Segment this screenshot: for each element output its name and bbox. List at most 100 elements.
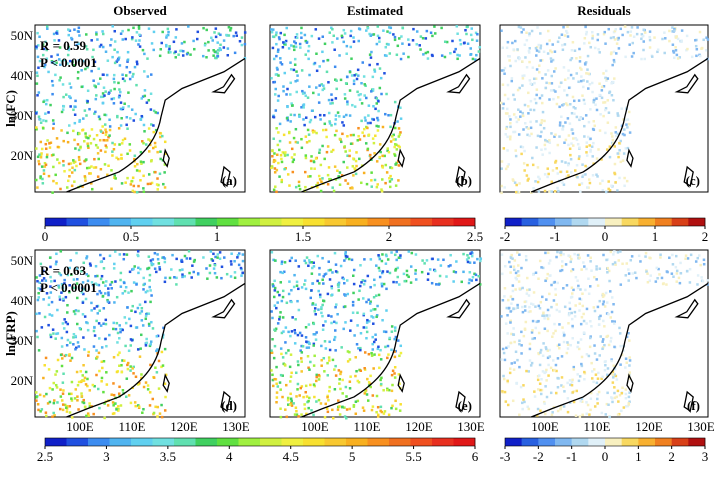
- map-pixel: [196, 272, 200, 275]
- map-pixel: [601, 179, 604, 183]
- map-pixel: [396, 266, 400, 270]
- map-pixel: [164, 395, 167, 399]
- map-pixel: [83, 376, 87, 380]
- map-pixel: [614, 263, 617, 266]
- map-pixel: [572, 105, 576, 109]
- map-pixel: [505, 107, 509, 111]
- map-pixel: [478, 283, 482, 286]
- map-pixel: [338, 171, 342, 174]
- map-pixel: [79, 145, 82, 149]
- map-pixel: [160, 41, 163, 45]
- map-pixel: [643, 31, 647, 34]
- map-pixel: [581, 163, 584, 166]
- map-pixel: [180, 258, 183, 262]
- map-pixel: [400, 35, 403, 38]
- map-pixel: [288, 141, 292, 144]
- map-pixel: [397, 164, 401, 167]
- map-pixel: [609, 316, 612, 319]
- map-pixel: [541, 295, 544, 299]
- map-pixel: [319, 402, 323, 405]
- map-pixel: [550, 305, 553, 309]
- map-pixel: [629, 30, 633, 33]
- map-pixel: [272, 158, 276, 162]
- map-pixel: [632, 51, 635, 55]
- map-pixel: [82, 261, 85, 265]
- map-pixel: [309, 296, 312, 300]
- panel-label: (d): [221, 398, 237, 413]
- map-pixel: [379, 382, 383, 386]
- map-pixel: [155, 349, 158, 353]
- map-pixel: [588, 181, 592, 185]
- map-pixel: [586, 254, 590, 257]
- map-pixel: [101, 30, 104, 33]
- panel-label: (b): [456, 173, 472, 188]
- map-pixel: [392, 33, 395, 36]
- map-pixel: [373, 178, 377, 182]
- map-pixel: [277, 131, 280, 134]
- map-pixel: [597, 148, 600, 151]
- map-pixel: [225, 33, 228, 37]
- map-pixel: [66, 53, 70, 57]
- map-pixel: [509, 265, 512, 269]
- map-pixel: [534, 77, 538, 80]
- map-pixel: [605, 69, 608, 73]
- map-pixel: [300, 385, 304, 388]
- map-pixel: [54, 337, 57, 340]
- map-pixel: [354, 168, 357, 172]
- colorbar-segment: [555, 218, 572, 226]
- map-pixel: [628, 371, 632, 374]
- map-pixel: [591, 90, 594, 94]
- map-pixel: [550, 413, 554, 417]
- map-pixel: [100, 376, 104, 380]
- map-pixel: [525, 38, 529, 42]
- map-pixel: [56, 358, 60, 362]
- map-pixel: [72, 332, 76, 336]
- map-pixel: [52, 411, 55, 415]
- colorbar-segment: [303, 438, 325, 446]
- map-pixel: [83, 315, 87, 318]
- map-pixel: [587, 72, 590, 75]
- map-pixel: [387, 114, 390, 117]
- map-pixel: [512, 93, 515, 97]
- map-pixel: [566, 347, 570, 350]
- map-pixel: [126, 59, 129, 62]
- map-pixel: [598, 129, 602, 132]
- map-pixel: [602, 101, 605, 104]
- map-pixel: [130, 179, 134, 183]
- map-pixel: [303, 403, 306, 406]
- map-pixel: [57, 286, 61, 289]
- map-pixel: [127, 28, 130, 32]
- map-pixel: [127, 291, 130, 294]
- map-pixel: [588, 413, 591, 416]
- colorbar-frame: [44, 437, 476, 447]
- map-pixel: [688, 281, 692, 284]
- map-pixel: [359, 346, 362, 350]
- map-pixel: [328, 340, 331, 344]
- map-pixel: [593, 124, 596, 128]
- map-pixel: [348, 350, 351, 354]
- map-pixel: [348, 70, 352, 74]
- colorbar-segment: [588, 438, 606, 446]
- map-pixel: [620, 391, 624, 395]
- map-pixel: [293, 413, 297, 416]
- map-pixel: [510, 253, 513, 257]
- map-pixel: [42, 127, 45, 130]
- map-pixel: [294, 45, 298, 49]
- map-pixel: [612, 253, 615, 256]
- map-pixel: [301, 92, 305, 95]
- map-pixel: [116, 50, 119, 54]
- map-pixel: [619, 250, 622, 253]
- map-pixel: [613, 391, 616, 395]
- map-pixel: [125, 65, 129, 69]
- map-pixel: [393, 35, 397, 39]
- map-pixel: [593, 352, 597, 355]
- map-pixel: [304, 336, 308, 339]
- colorbar-segment: [66, 218, 89, 226]
- map-pixel: [174, 50, 177, 53]
- map-pixel: [122, 253, 126, 256]
- map-pixel: [613, 77, 616, 80]
- map-pixel: [410, 251, 414, 255]
- map-pixel: [153, 141, 157, 145]
- map-pixel: [82, 363, 85, 367]
- map-pixel: [366, 274, 370, 278]
